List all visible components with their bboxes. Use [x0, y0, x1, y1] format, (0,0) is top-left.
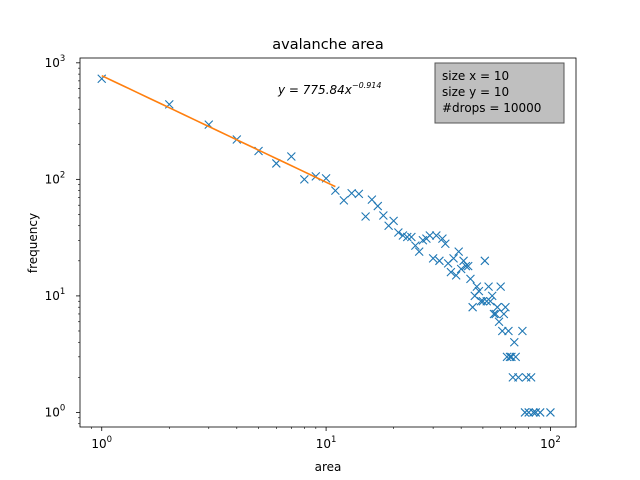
data-point-59	[496, 282, 506, 292]
data-point-20	[393, 228, 403, 237]
data-point-60	[497, 326, 507, 336]
chart-title: avalanche area	[272, 37, 383, 53]
data-point-6	[286, 152, 296, 161]
data-point-22	[402, 232, 412, 242]
data-point-50	[480, 256, 490, 266]
data-point-42	[463, 261, 473, 271]
fit-line	[101, 74, 336, 188]
legend-box: size x = 10 size y = 10 #drops = 10000	[434, 62, 565, 124]
data-point-32	[438, 234, 447, 244]
legend-line-drops: #drops = 10000	[442, 101, 541, 115]
x-tick-label-1: 101	[316, 435, 337, 451]
data-point-41	[461, 261, 471, 271]
data-point-76	[529, 408, 538, 417]
data-point-43	[466, 274, 475, 284]
data-point-54	[487, 291, 497, 301]
data-point-64	[504, 326, 513, 336]
data-point-63	[502, 352, 512, 362]
legend-background	[434, 62, 565, 124]
data-point-69	[511, 352, 521, 362]
fit-equation-base: y = 775.84x	[277, 83, 353, 97]
data-point-25	[414, 247, 424, 256]
legend-line-size-y: size y = 10	[442, 85, 509, 99]
data-point-33	[440, 239, 450, 249]
data-point-72	[520, 408, 530, 417]
data-point-46	[472, 282, 482, 292]
data-point-24	[410, 241, 420, 251]
data-point-56	[491, 309, 501, 319]
data-point-16	[373, 201, 383, 211]
data-point-23	[407, 232, 416, 242]
data-point-79	[546, 408, 555, 417]
plot-frame	[79, 57, 577, 428]
data-point-14	[361, 212, 370, 221]
y-tick-label-1: 101	[45, 287, 66, 303]
data-point-17	[378, 211, 388, 220]
data-point-30	[431, 231, 441, 240]
data-point-49	[478, 296, 488, 306]
data-point-29	[428, 253, 438, 263]
data-point-70	[514, 372, 523, 382]
data-point-11	[339, 196, 349, 205]
chart-marks: 100 101 102 100 101 102 103	[45, 54, 577, 451]
data-point-53	[486, 296, 495, 306]
data-point-44	[468, 302, 478, 312]
data-point-47	[474, 286, 484, 296]
fit-equation-annotation: y = 775.84x−0.914	[277, 81, 381, 97]
data-point-61	[499, 309, 509, 319]
y-tick-label-3: 103	[45, 54, 66, 70]
data-point-68	[509, 337, 519, 347]
data-point-38	[454, 247, 464, 256]
y-axis-label: frequency	[26, 213, 40, 273]
data-point-13	[354, 189, 364, 199]
data-point-7	[299, 174, 309, 184]
fit-equation-exponent: −0.914	[352, 81, 382, 90]
data-point-52	[484, 282, 493, 292]
data-point-58	[494, 317, 504, 327]
data-point-78	[535, 408, 545, 417]
legend-line-size-x: size x = 10	[442, 69, 509, 83]
data-point-74	[524, 408, 534, 417]
data-point-66	[507, 352, 516, 362]
x-tick-label-0: 100	[91, 435, 112, 451]
data-point-31	[435, 256, 444, 266]
data-point-5	[271, 159, 281, 168]
x-tick-label-2: 102	[540, 435, 561, 451]
data-point-35	[446, 267, 456, 277]
data-point-28	[425, 231, 435, 240]
y-tick-label-0: 100	[45, 403, 66, 419]
y-tick-label-2: 102	[45, 170, 66, 186]
data-point-39	[456, 264, 466, 274]
data-point-37	[451, 270, 461, 280]
data-point-10	[330, 186, 340, 196]
x-axis-label: area	[315, 460, 342, 474]
data-point-19	[389, 216, 399, 226]
data-point-75	[526, 372, 536, 382]
data-point-36	[449, 253, 458, 263]
data-point-77	[531, 408, 541, 417]
data-point-55	[489, 309, 499, 319]
data-point-71	[518, 326, 527, 336]
data-point-12	[347, 188, 357, 198]
data-point-62	[501, 302, 510, 312]
